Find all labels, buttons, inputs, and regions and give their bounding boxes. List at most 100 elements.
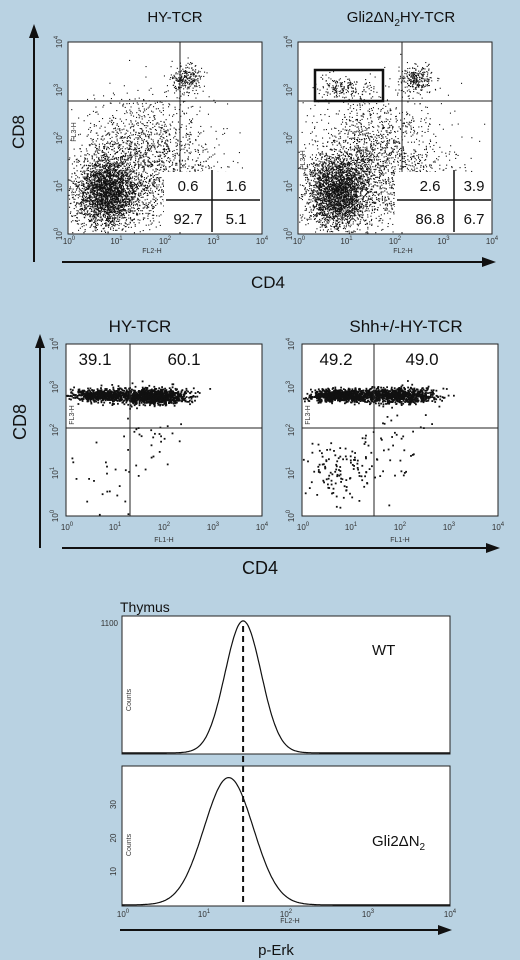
panel-a-left-dot bbox=[190, 78, 192, 80]
panel-a-left-dot bbox=[118, 176, 120, 178]
panel-a-left-dot bbox=[129, 127, 131, 129]
panel-a-left-q-cd4: 5.1 bbox=[226, 211, 247, 228]
panel-a-left-dot bbox=[114, 165, 116, 167]
panel-a-left-dot bbox=[83, 198, 85, 200]
panel-a-left-dot bbox=[158, 169, 160, 171]
panel-a-left-dot bbox=[160, 145, 162, 147]
panel-a-left-dot bbox=[167, 90, 169, 92]
panel-a-left-dot bbox=[100, 180, 102, 182]
panel-a-left-dot bbox=[165, 119, 167, 121]
panel-a-left-dot bbox=[114, 127, 116, 129]
panel-a-left-dot bbox=[103, 211, 105, 213]
panel-a-left-dot bbox=[172, 155, 174, 157]
panel-a-left-dot bbox=[100, 190, 102, 192]
panel-a-left-dot bbox=[208, 96, 210, 98]
panel-a-left-dot bbox=[137, 207, 139, 209]
panel-a-left-dot bbox=[93, 187, 95, 189]
panel-a-left-dot bbox=[109, 187, 111, 189]
panel-a-left-dot bbox=[145, 108, 147, 110]
panel-a-left-dot bbox=[83, 190, 85, 192]
panel-a-left-dot bbox=[121, 179, 123, 181]
panel-a-left-dot bbox=[125, 172, 127, 174]
panel-a-left-dot bbox=[213, 99, 215, 101]
panel-a-left-dot bbox=[93, 182, 95, 184]
panel-a-left-dot bbox=[194, 65, 196, 67]
panel-a-left-dot bbox=[91, 183, 93, 185]
panel-a-left-dot bbox=[101, 188, 103, 190]
panel-a-left-dot bbox=[141, 167, 143, 169]
panel-a-left-dot bbox=[154, 182, 156, 184]
panel-a-left-dot bbox=[90, 175, 92, 177]
panel-a-left-dot bbox=[195, 71, 197, 73]
panel-a-left-dot bbox=[139, 157, 141, 159]
panel-a-left-dot bbox=[147, 206, 149, 208]
panel-a-left-dot bbox=[191, 122, 193, 124]
panel-a-left-dot bbox=[91, 224, 93, 226]
panel-a-left-dot bbox=[90, 181, 92, 183]
panel-a-left-dot bbox=[84, 157, 86, 159]
panel-a-left-dot bbox=[109, 196, 111, 198]
panel-a-left-dot bbox=[138, 117, 140, 119]
panel-a-left-dot bbox=[96, 184, 98, 186]
panel-a-left-dot bbox=[86, 135, 88, 137]
panel-a-left-dot bbox=[108, 148, 110, 150]
panel-a-left-dot bbox=[91, 203, 93, 205]
panel-a-left-dot bbox=[161, 127, 163, 129]
panel-a-left-dot bbox=[116, 124, 118, 126]
panel-a-left-dot bbox=[98, 199, 100, 201]
panel-a-left-dot bbox=[116, 208, 118, 210]
panel-a-left-dot bbox=[172, 115, 174, 117]
panel-a-left-dot bbox=[113, 150, 115, 152]
panel-a-left-dot bbox=[92, 193, 94, 195]
panel-a-left-dot bbox=[151, 192, 153, 194]
panel-a-left-dot bbox=[93, 177, 95, 179]
panel-a-left-dot bbox=[100, 194, 102, 196]
panel-a-left-dot bbox=[153, 205, 155, 207]
panel-a-left-dot bbox=[93, 124, 95, 126]
panel-a-left-dot bbox=[118, 163, 120, 165]
panel-a-left-dot bbox=[97, 205, 99, 207]
panel-a-left-dot bbox=[150, 223, 152, 225]
panel-a-left-dot bbox=[85, 187, 87, 189]
panel-a-left-dot bbox=[148, 202, 150, 204]
panel-a-left-dot bbox=[139, 135, 141, 137]
panel-a-left-dot bbox=[157, 160, 159, 162]
panel-a-left-dot bbox=[158, 134, 160, 136]
panel-a-left-dot bbox=[134, 224, 136, 226]
panel-a-left-dot bbox=[108, 177, 110, 179]
panel-a-left-dot bbox=[81, 204, 83, 206]
panel-a-left-dot bbox=[132, 149, 134, 151]
panel-a-left-dot bbox=[96, 176, 98, 178]
panel-a-left-dot bbox=[154, 186, 156, 188]
panel-a-left-dot bbox=[186, 112, 188, 114]
panel-a-left-dot bbox=[122, 191, 124, 193]
panel-a-left-dot bbox=[76, 194, 78, 196]
panel-a-left-dot bbox=[110, 228, 112, 230]
panel-a-left-dot bbox=[90, 131, 92, 133]
panel-a-left-dot bbox=[110, 209, 112, 211]
panel-a-left-dot bbox=[110, 197, 112, 199]
panel-a-left-dot bbox=[174, 155, 176, 157]
panel-a-left-dot bbox=[184, 146, 186, 148]
panel-a-left-dot bbox=[186, 77, 188, 79]
panel-a-left-dot bbox=[78, 194, 80, 196]
panel-a-left-dot bbox=[142, 142, 144, 144]
panel-a-left-dot bbox=[165, 149, 167, 151]
panel-a-left-dot bbox=[89, 144, 91, 146]
panel-a-left-dot bbox=[173, 168, 175, 170]
panel-a-left-dot bbox=[123, 137, 125, 139]
panel-a-left-dot bbox=[113, 174, 115, 176]
panel-a-left-dot bbox=[223, 128, 225, 130]
panel-a-left-dot bbox=[148, 120, 150, 122]
panel-a-left-dot bbox=[186, 73, 188, 75]
panel-a-left-dot bbox=[181, 79, 183, 81]
panel-a-left-dot bbox=[159, 156, 161, 158]
panel-a-left-dot bbox=[117, 195, 119, 197]
panel-a-left-dot bbox=[165, 91, 167, 93]
panel-a-left-dot bbox=[131, 171, 133, 173]
panel-a-left-dot bbox=[128, 166, 130, 168]
panel-a-left-dot bbox=[116, 174, 118, 176]
panel-a-left-dot bbox=[110, 222, 112, 224]
panel-a-left-dot bbox=[131, 148, 133, 150]
panel-a-left-dot bbox=[103, 182, 105, 184]
